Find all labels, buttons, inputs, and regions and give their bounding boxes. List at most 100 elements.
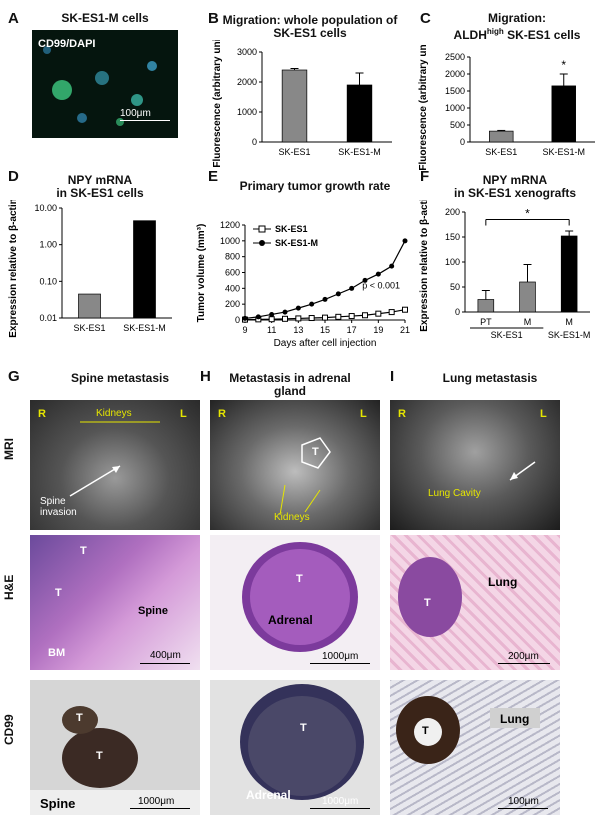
he-lung-label: Lung	[488, 575, 518, 589]
mri-r-label: R	[218, 408, 226, 420]
data-point	[389, 263, 395, 269]
lung-cavity-label: Lung Cavity	[428, 488, 481, 499]
data-point	[322, 296, 328, 302]
y-tick-label: 150	[445, 232, 460, 242]
panel-label-b: B	[208, 10, 219, 27]
significance-star: *	[525, 207, 530, 221]
panel-label-d: D	[8, 168, 19, 185]
data-point	[375, 310, 382, 317]
panel-c-title-sup: high	[486, 27, 504, 36]
panel-label-h: H	[200, 368, 211, 385]
data-point	[282, 309, 288, 315]
y-tick-label: 1200	[220, 220, 240, 230]
data-point	[309, 301, 315, 307]
panel-a-title: SK-ES1-M cells	[61, 11, 149, 25]
panel-g-title: Spine metastasis	[70, 371, 170, 385]
data-point	[308, 315, 315, 322]
x-axis-label: Days after cell injection	[274, 338, 377, 349]
panel-c-title-rest: SK-ES1 cells	[503, 28, 581, 42]
he-spine-image: T T Spine BM 400μm	[30, 535, 200, 670]
x-tick-label: M	[524, 317, 532, 327]
y-tick-label: 100	[445, 257, 460, 267]
y-tick-label: 2000	[445, 69, 465, 79]
panel-label-e: E	[208, 168, 219, 185]
x-tick-label: 9	[242, 325, 247, 335]
cd99-spine-image: T T Spine 1000μm	[30, 680, 200, 815]
data-point	[362, 312, 368, 319]
y-tick-label: 400	[225, 283, 240, 293]
bar	[551, 85, 576, 143]
y-axis-label: Fluorescence (arbitrary units)	[212, 40, 223, 168]
he-scale-bar	[310, 663, 370, 664]
he-adrenal-image: T Adrenal 1000μm	[210, 535, 380, 670]
chart-f: 0 50 100 150 200 PT M M Expression relative to β…	[419, 200, 590, 340]
chart-d: 0.01 0.10 1.00 10.00 SK-ES1 SK-ES1-M Expressio…	[8, 200, 172, 338]
x-tick-label: SK-ES1	[73, 323, 105, 333]
spine-invasion-label: Spine invasion	[40, 496, 77, 518]
he-spine-label: Spine	[138, 605, 168, 617]
x-tick-label: SK-ES1	[485, 147, 517, 157]
y-tick-label: 1500	[445, 86, 465, 96]
y-tick-label: 0	[455, 307, 460, 317]
chart-c: 0 500 1000 1500 2000 2500 SK-ES1 SK-ES1-M Fluore…	[418, 45, 595, 171]
y-tick-label: 0	[460, 137, 465, 147]
panel-f-title: NPY mRNA in SK-ES1 xenografts	[440, 174, 590, 200]
panel-label-i: I	[390, 368, 395, 385]
legend-label: SK-ES1	[275, 224, 308, 234]
cd-t2-label: T	[96, 750, 103, 762]
lung-arrow-graphic	[509, 461, 536, 481]
he-lung-graphic	[398, 557, 462, 637]
he-scale-bar	[498, 663, 550, 664]
bar	[477, 299, 495, 313]
data-point	[322, 314, 328, 321]
y-tick-label: 1000	[237, 107, 257, 117]
cd99-lung-image: T Lung 100μm	[390, 680, 560, 815]
he-t2-label: T	[55, 587, 62, 599]
x-tick-label: 21	[400, 325, 410, 335]
y-tick-label: 1000	[220, 236, 240, 246]
x-tick-label: 11	[267, 325, 276, 335]
y-axis-label: Fluorescence (arbitrary units)	[418, 45, 429, 171]
chart-e: 0 200 400 600 800 1000 1200 9 11 13 15 17 19 21 Days a…	[196, 220, 410, 349]
arrows-graphic	[69, 421, 160, 497]
row-label-he: H&E	[2, 574, 16, 600]
panel-c-title-line1: Migration:	[488, 11, 546, 25]
panel-d-title-1: NPY mRNA	[67, 173, 133, 187]
cd-t1-label: T	[76, 712, 83, 724]
mri-r-label: R	[398, 408, 406, 420]
scale-bar	[120, 120, 170, 121]
data-point	[295, 305, 301, 311]
y-tick-label: 500	[450, 120, 465, 130]
he-bm-label: BM	[48, 647, 66, 659]
data-point	[375, 271, 381, 277]
cd-scale-label: 1000μm	[138, 796, 175, 807]
he-t-label: T	[424, 597, 431, 609]
he-scale-bar	[140, 663, 190, 664]
y-tick-label: 200	[445, 207, 460, 217]
bar	[133, 220, 156, 319]
panel-e-title: Primary tumor growth rate	[239, 179, 391, 193]
row-label-mri: MRI	[2, 438, 16, 460]
mri-l-label: L	[360, 408, 367, 420]
bar	[489, 130, 514, 143]
cd-scale-label: 100μm	[508, 796, 539, 807]
cd-scale-label: 1000μm	[322, 796, 359, 807]
data-point	[362, 277, 368, 283]
cd-scale-bar	[310, 808, 370, 809]
data-point	[402, 238, 408, 244]
mri-l-label: L	[540, 408, 547, 420]
mri-lung-image: R L Lung Cavity	[390, 400, 560, 530]
x-tick-label: M	[565, 317, 573, 327]
y-axis-label: Tumor volume (mm³)	[196, 224, 207, 323]
adrenal-mri-graphic	[279, 437, 331, 516]
cd99-adrenal-image: T Adrenal 1000μm	[210, 680, 380, 815]
y-tick-label: 800	[225, 252, 240, 262]
kidneys-label: Kidneys	[96, 408, 132, 419]
data-point	[348, 313, 355, 320]
he-scale-label: 400μm	[150, 650, 181, 661]
p-value-annotation: p < 0.001	[362, 280, 400, 290]
data-point	[349, 285, 355, 291]
data-point	[282, 315, 288, 322]
x-tick-label: PT	[480, 317, 492, 327]
data-point	[388, 309, 395, 316]
